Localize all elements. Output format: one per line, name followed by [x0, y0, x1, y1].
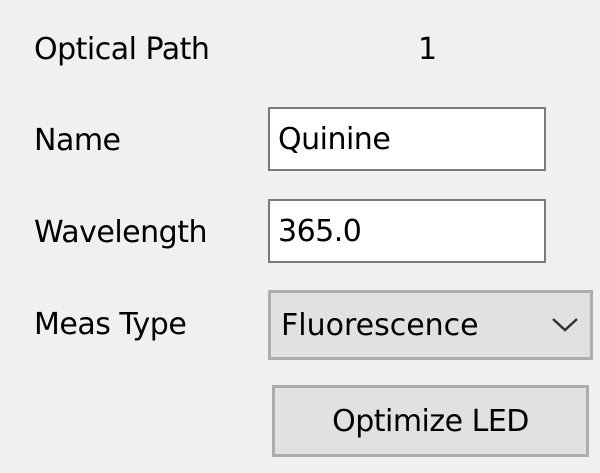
wavelength-label: Wavelength — [34, 215, 207, 250]
optical-path-value: 1 — [418, 32, 438, 67]
name-input[interactable]: Quinine — [268, 107, 546, 171]
wavelength-input[interactable]: 365.0 — [268, 199, 546, 263]
meas-type-label: Meas Type — [34, 307, 187, 342]
optical-path-label: Optical Path — [34, 32, 210, 67]
optimize-led-button[interactable]: Optimize LED — [272, 385, 589, 457]
meas-type-value: Fluorescence — [281, 307, 479, 343]
meas-type-dropdown[interactable]: Fluorescence — [268, 290, 593, 360]
chevron-down-icon — [540, 305, 590, 345]
name-label: Name — [34, 123, 121, 158]
